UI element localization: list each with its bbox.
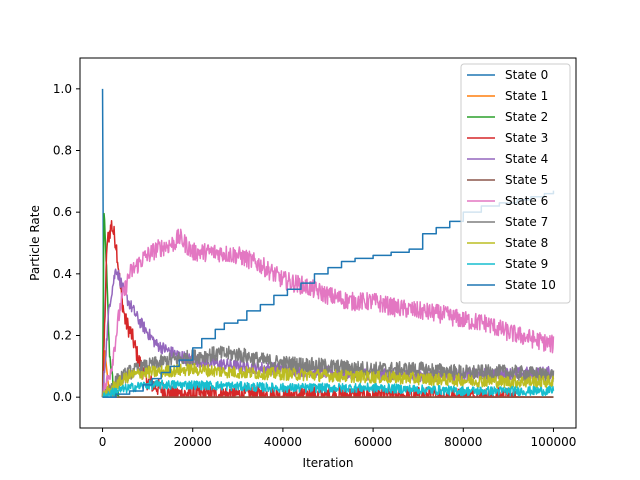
legend-label: State 5 (505, 173, 548, 187)
series-line-8 (102, 362, 555, 398)
series-line-9 (102, 379, 555, 398)
plot-frame (79, 57, 577, 429)
x-tick-label: 0 (99, 435, 107, 449)
legend-label: State 8 (505, 236, 548, 250)
legend-label: State 4 (505, 152, 548, 166)
x-tick-label: 40000 (264, 435, 302, 449)
legend-label: State 7 (505, 215, 548, 229)
legend-label: State 9 (505, 257, 548, 271)
x-tick-label: 80000 (444, 435, 482, 449)
y-tick-label: 0.4 (53, 267, 72, 281)
legend-label: State 10 (505, 278, 556, 292)
series-line-7 (101, 345, 555, 398)
x-tick-label: 20000 (174, 435, 212, 449)
legend-label: State 2 (505, 110, 548, 124)
x-tick-label: 100000 (531, 435, 577, 449)
y-tick-label: 0.6 (53, 205, 72, 219)
y-axis-ticks: 0.0 0.2 0.4 0.6 0.8 1.0 (53, 82, 80, 404)
x-axis-ticks: 0 20000 40000 60000 80000 100000 (99, 428, 577, 449)
legend-label: State 1 (505, 89, 548, 103)
y-tick-label: 0.0 (53, 390, 72, 404)
series-line-6 (102, 228, 555, 398)
y-tick-label: 0.8 (53, 144, 72, 158)
legend: State 0 State 1 State 2 State 3 State 4 State… (460, 63, 571, 304)
y-tick-label: 0.2 (53, 329, 72, 343)
x-tick-label: 60000 (354, 435, 392, 449)
y-axis-label: Particle Rate (28, 205, 42, 281)
y-tick-label: 1.0 (53, 82, 72, 96)
legend-label: State 6 (505, 194, 548, 208)
legend-label: State 3 (505, 131, 548, 145)
x-axis-label: Iteration (303, 456, 354, 470)
legend-label: State 0 (505, 68, 548, 82)
